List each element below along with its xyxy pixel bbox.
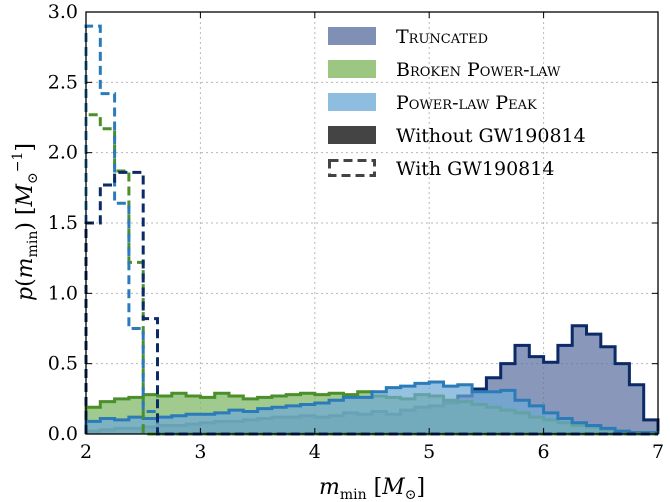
y-tick-label: 2.5 xyxy=(48,71,78,93)
legend-label-without-gw190814: Without GW190814 xyxy=(396,125,586,147)
y-tick-label: 1.5 xyxy=(48,212,78,234)
x-tick-label: 6 xyxy=(538,441,550,463)
x-tick-label: 2 xyxy=(80,441,92,463)
legend-swatch-truncated xyxy=(328,27,376,45)
axis-ticks xyxy=(85,11,659,435)
x-tick-label: 4 xyxy=(309,441,321,463)
legend-label-broken-power-law: Broken Power-law xyxy=(396,59,561,81)
legend-swatch-broken-power-law xyxy=(328,60,376,78)
filled-histograms xyxy=(84,324,660,435)
y-tick-label: 3.0 xyxy=(48,1,78,23)
x-tick-label: 3 xyxy=(194,441,206,463)
legend-label-power-law-peak: Power-law Peak xyxy=(396,92,537,114)
power-law-peak-edge xyxy=(84,380,660,435)
legend-swatch-power-law-peak xyxy=(328,93,376,111)
x-axis-label: mmin [M⊙] xyxy=(319,475,425,502)
y-tick-label: 0.0 xyxy=(48,423,78,445)
x-tick-label: 7 xyxy=(652,441,664,463)
y-tick-label: 1.0 xyxy=(48,282,78,304)
y-tick-label: 2.0 xyxy=(48,142,78,164)
legend-swatch-without-gw190814 xyxy=(328,126,376,144)
y-axis-label: p(mmin) [M⊙−1] xyxy=(10,143,41,301)
x-tick-label: 5 xyxy=(423,441,435,463)
y-tick-label: 0.5 xyxy=(48,353,78,375)
legend-swatch-with-gw190814 xyxy=(328,159,376,177)
legend-label-with-gw190814: With GW190814 xyxy=(396,158,554,180)
legend-label-truncated: Truncated xyxy=(396,26,488,48)
legend: Truncated Broken Power-law Power-law Peak W… xyxy=(328,26,586,180)
tick-labels: 2 3 4 5 6 7 0.0 0.5 1.0 1.5 2.0 2.5 3.0 xyxy=(48,1,664,463)
